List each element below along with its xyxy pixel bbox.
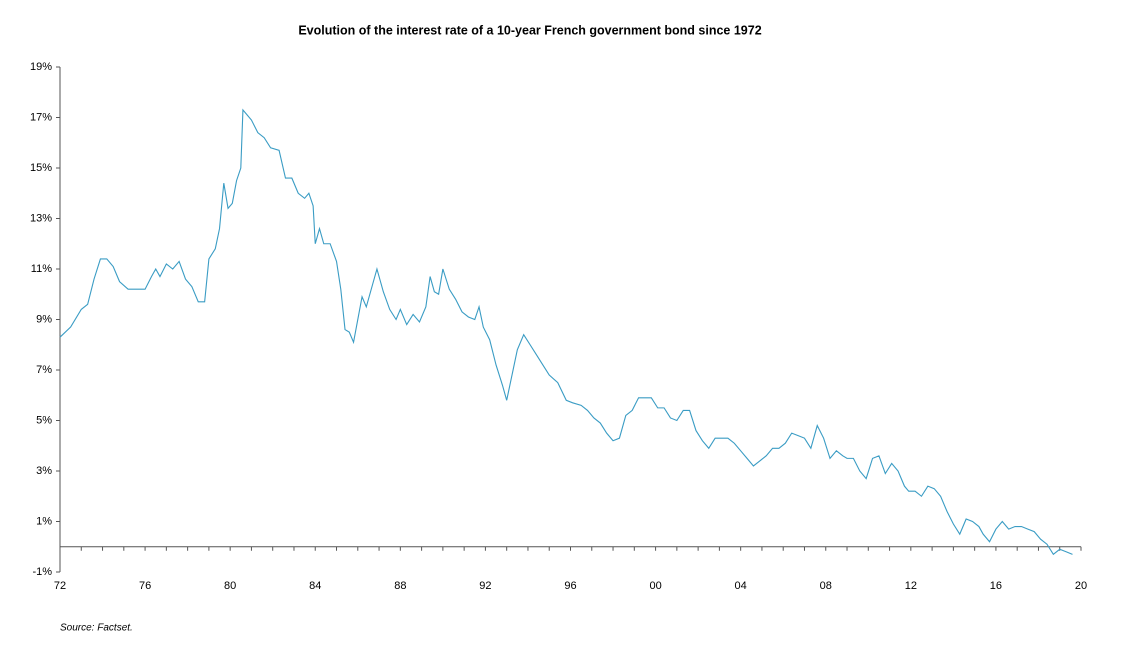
y-tick-label: 5%	[36, 414, 52, 426]
source-note: Source: Factset.	[60, 623, 133, 634]
x-tick-label: 76	[139, 580, 151, 592]
x-tick-label: 00	[649, 580, 661, 592]
y-tick-label: 15%	[30, 162, 52, 174]
x-tick-label: 84	[309, 580, 321, 592]
x-tick-label: 04	[735, 580, 747, 592]
y-tick-label: 3%	[36, 465, 52, 477]
x-tick-label: 92	[479, 580, 491, 592]
y-tick-label: 9%	[36, 313, 52, 325]
chart-title: Evolution of the interest rate of a 10-y…	[298, 23, 761, 37]
x-tick-label: 16	[990, 580, 1002, 592]
x-tick-label: 12	[905, 580, 917, 592]
line-series	[59, 108, 1073, 556]
y-tick-label: -1%	[32, 566, 52, 578]
y-tick-label: 19%	[30, 61, 52, 73]
x-tick-label: 20	[1075, 580, 1087, 592]
x-tick-label: 80	[224, 580, 236, 592]
y-tick-label: 13%	[30, 212, 52, 224]
y-tick-label: 17%	[30, 111, 52, 123]
y-tick-label: 1%	[36, 515, 52, 527]
y-tick-label: 7%	[36, 364, 52, 376]
x-tick-label: 96	[564, 580, 576, 592]
x-tick-label: 72	[54, 580, 66, 592]
x-tick-label: 88	[394, 580, 406, 592]
x-tick-label: 08	[820, 580, 832, 592]
y-tick-label: 11%	[31, 263, 52, 275]
